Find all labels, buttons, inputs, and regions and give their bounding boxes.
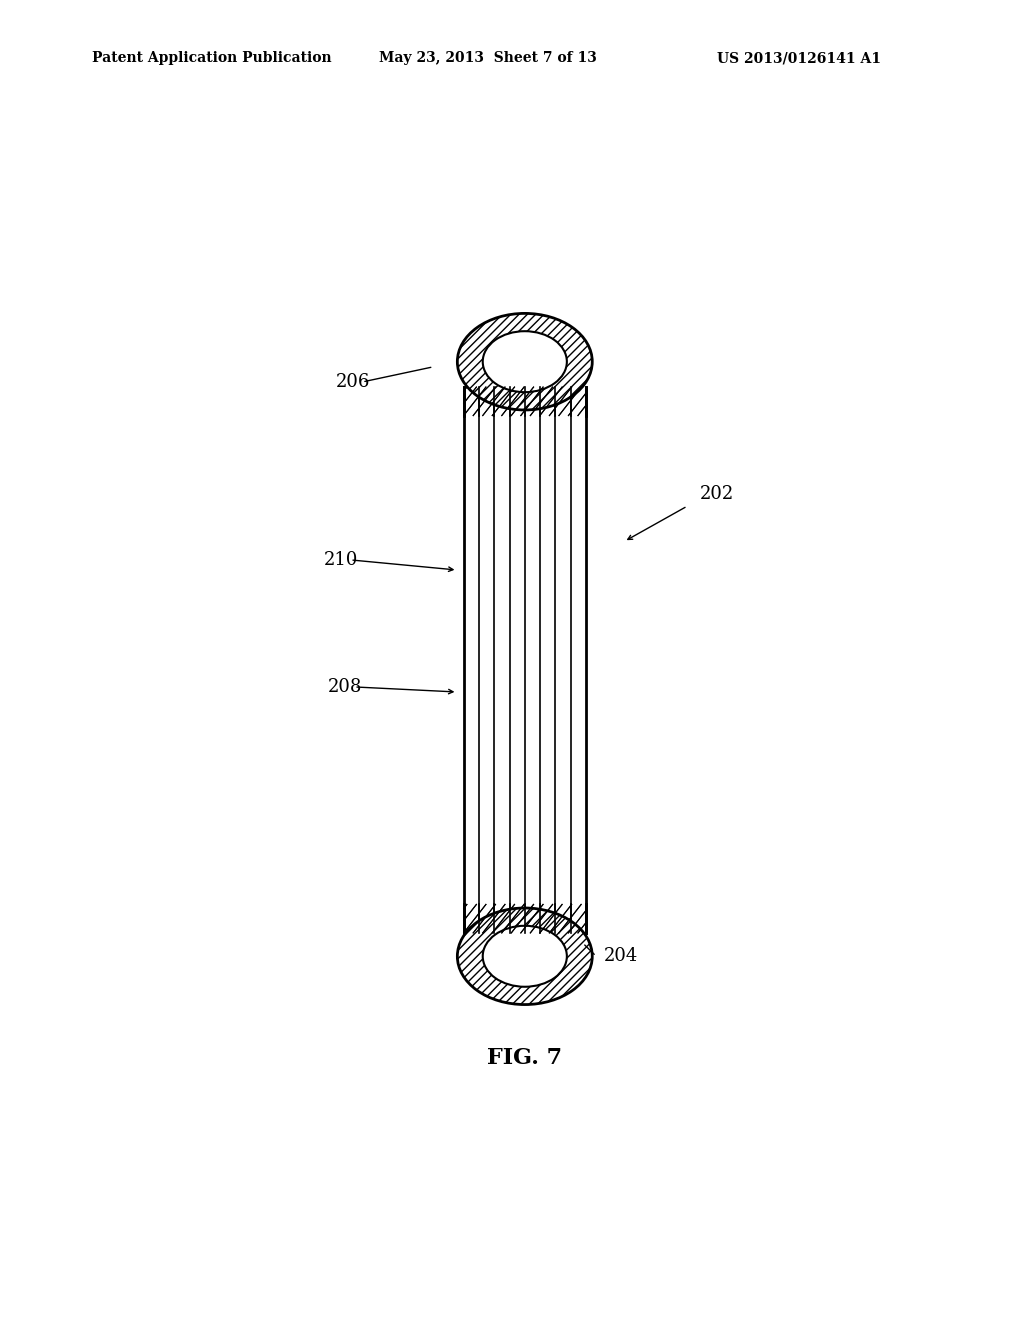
Ellipse shape [482, 331, 567, 392]
Bar [464, 387, 586, 933]
Ellipse shape [458, 908, 592, 1005]
Text: 210: 210 [324, 550, 358, 569]
Text: Patent Application Publication: Patent Application Publication [92, 51, 332, 65]
Text: 204: 204 [604, 948, 638, 965]
Ellipse shape [458, 313, 592, 411]
Text: FIG. 7: FIG. 7 [487, 1047, 562, 1069]
Bar [464, 904, 586, 933]
Text: 208: 208 [328, 678, 362, 696]
Text: 206: 206 [336, 374, 370, 391]
Ellipse shape [482, 925, 567, 987]
Text: 202: 202 [699, 484, 733, 503]
Text: May 23, 2013  Sheet 7 of 13: May 23, 2013 Sheet 7 of 13 [379, 51, 597, 65]
Bar [464, 387, 586, 416]
Text: US 2013/0126141 A1: US 2013/0126141 A1 [717, 51, 881, 65]
